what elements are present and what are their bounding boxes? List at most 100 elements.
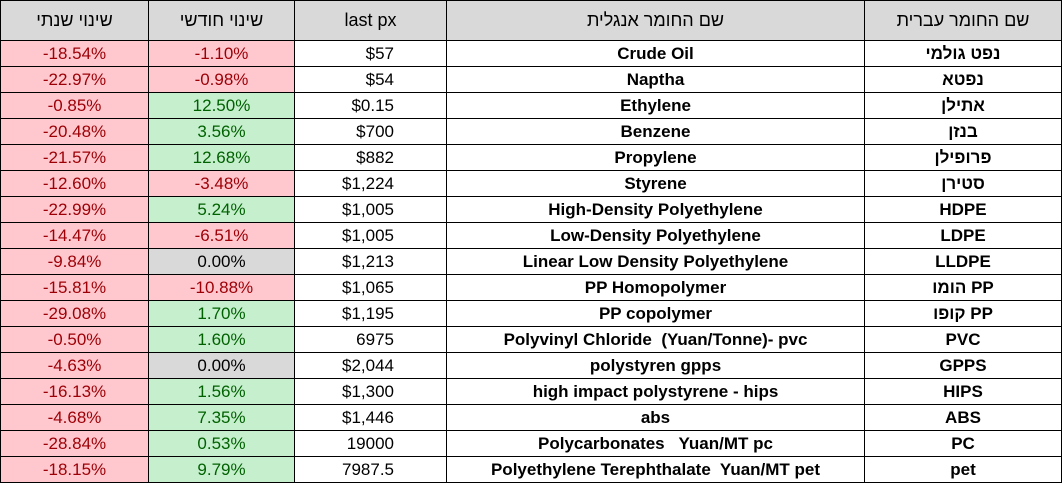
hebrew-name-cell: LDPE [864, 222, 1062, 249]
monthly-change-cell: 1.56% [148, 378, 295, 405]
table-row: -29.08% 1.70% $1,195 PP copolymer קופו PP [0, 300, 1062, 327]
yearly-change-cell: -14.47% [0, 222, 149, 249]
english-name-cell: Naptha [446, 66, 865, 93]
table-row: -4.63% 0.00% $2,044 polystyren gpps GPPS [0, 352, 1062, 379]
english-name-cell: Low-Density Polyethylene [446, 222, 865, 249]
header-last-px: last px [294, 0, 447, 41]
hebrew-name-cell: GPPS [864, 352, 1062, 379]
last-px-cell: 19000 [294, 430, 447, 457]
hebrew-name-cell: סטירן [864, 170, 1062, 197]
last-px-cell: $0.15 [294, 92, 447, 119]
yearly-change-cell: -0.50% [0, 326, 149, 353]
yearly-change-cell: -21.57% [0, 144, 149, 171]
english-name-cell: Crude Oil [446, 40, 865, 67]
table-row: -22.97% -0.98% $54 Naptha נפטא [0, 66, 1062, 93]
last-px-cell: 7987.5 [294, 456, 447, 483]
yearly-change-cell: -22.97% [0, 66, 149, 93]
hebrew-name-cell: הומו PP [864, 274, 1062, 301]
header-hebrew-name: שם החומר עברית [864, 0, 1062, 41]
monthly-change-cell: 5.24% [148, 196, 295, 223]
hebrew-name-cell: pet [864, 456, 1062, 483]
english-name-cell: Linear Low Density Polyethylene [446, 248, 865, 275]
yearly-change-cell: -18.54% [0, 40, 149, 67]
monthly-change-cell: -10.88% [148, 274, 295, 301]
hebrew-name-cell: PVC [864, 326, 1062, 353]
hebrew-name-cell: קופו PP [864, 300, 1062, 327]
yearly-change-cell: -0.85% [0, 92, 149, 119]
hebrew-name-cell: HDPE [864, 196, 1062, 223]
monthly-change-cell: 12.68% [148, 144, 295, 171]
last-px-cell: $1,446 [294, 404, 447, 431]
english-name-cell: PP copolymer [446, 300, 865, 327]
table-row: -0.50% 1.60% 6975 Polyvinyl Chloride (Yuan/… [0, 326, 1062, 353]
yearly-change-cell: -29.08% [0, 300, 149, 327]
table-row: -18.54% -1.10% $57 Crude Oil נפט גולמי [0, 40, 1062, 67]
table-row: -9.84% 0.00% $1,213 Linear Low Density Poly… [0, 248, 1062, 275]
english-name-cell: Styrene [446, 170, 865, 197]
english-name-cell: Polyvinyl Chloride (Yuan/Tonne)- pvc [446, 326, 865, 353]
table-row: -21.57% 12.68% $882 Propylene פרופילן [0, 144, 1062, 171]
last-px-cell: $1,224 [294, 170, 447, 197]
english-name-cell: high impact polystyrene - hips [446, 378, 865, 405]
table-row: -15.81% -10.88% $1,065 PP Homopolymer הומו P… [0, 274, 1062, 301]
yearly-change-cell: -12.60% [0, 170, 149, 197]
monthly-change-cell: 12.50% [148, 92, 295, 119]
table-row: -20.48% 3.56% $700 Benzene בנזן [0, 118, 1062, 145]
hebrew-name-cell: אתילן [864, 92, 1062, 119]
yearly-change-cell: -4.63% [0, 352, 149, 379]
table-row: -0.85% 12.50% $0.15 Ethylene אתילן [0, 92, 1062, 119]
monthly-change-cell: 1.70% [148, 300, 295, 327]
table-row: -12.60% -3.48% $1,224 Styrene סטירן [0, 170, 1062, 197]
table-row: -4.68% 7.35% $1,446 abs ABS [0, 404, 1062, 431]
header-yearly-change: שינוי שנתי [0, 0, 149, 41]
yearly-change-cell: -22.99% [0, 196, 149, 223]
english-name-cell: Polyethylene Terephthalate Yuan/MT pet [446, 456, 865, 483]
english-name-cell: Ethylene [446, 92, 865, 119]
monthly-change-cell: 9.79% [148, 456, 295, 483]
yearly-change-cell: -20.48% [0, 118, 149, 145]
last-px-cell: $54 [294, 66, 447, 93]
yearly-change-cell: -28.84% [0, 430, 149, 457]
english-name-cell: Propylene [446, 144, 865, 171]
yearly-change-cell: -18.15% [0, 456, 149, 483]
yearly-change-cell: -9.84% [0, 248, 149, 275]
yearly-change-cell: -4.68% [0, 404, 149, 431]
monthly-change-cell: -6.51% [148, 222, 295, 249]
monthly-change-cell: 0.53% [148, 430, 295, 457]
hebrew-name-cell: PC [864, 430, 1062, 457]
english-name-cell: PP Homopolymer [446, 274, 865, 301]
monthly-change-cell: 7.35% [148, 404, 295, 431]
english-name-cell: High-Density Polyethylene [446, 196, 865, 223]
table-row: -16.13% 1.56% $1,300 high impact polystyren… [0, 378, 1062, 405]
english-name-cell: abs [446, 404, 865, 431]
last-px-cell: $2,044 [294, 352, 447, 379]
last-px-cell: $1,005 [294, 222, 447, 249]
last-px-cell: $1,005 [294, 196, 447, 223]
last-px-cell: $700 [294, 118, 447, 145]
yearly-change-cell: -16.13% [0, 378, 149, 405]
english-name-cell: Polycarbonates Yuan/MT pc [446, 430, 865, 457]
hebrew-name-cell: HIPS [864, 378, 1062, 405]
header-monthly-change: שינוי חודשי [148, 0, 295, 41]
english-name-cell: polystyren gpps [446, 352, 865, 379]
monthly-change-cell: 3.56% [148, 118, 295, 145]
last-px-cell: $882 [294, 144, 447, 171]
monthly-change-cell: 0.00% [148, 248, 295, 275]
table-row: -14.47% -6.51% $1,005 Low-Density Polyethyl… [0, 222, 1062, 249]
english-name-cell: Benzene [446, 118, 865, 145]
table-body: -18.54% -1.10% $57 Crude Oil נפט גולמי -22.97… [0, 40, 1062, 483]
last-px-cell: $1,195 [294, 300, 447, 327]
hebrew-name-cell: נפטא [864, 66, 1062, 93]
table-row: -22.99% 5.24% $1,005 High-Density Polyethyl… [0, 196, 1062, 223]
header-english-name: שם החומר אנגלית [446, 0, 865, 41]
last-px-cell: $57 [294, 40, 447, 67]
last-px-cell: 6975 [294, 326, 447, 353]
last-px-cell: $1,065 [294, 274, 447, 301]
table-row: -28.84% 0.53% 19000 Polycarbonates Yuan/MT … [0, 430, 1062, 457]
last-px-cell: $1,300 [294, 378, 447, 405]
table-row: -18.15% 9.79% 7987.5 Polyethylene Terephtha… [0, 456, 1062, 483]
last-px-cell: $1,213 [294, 248, 447, 275]
hebrew-name-cell: LLDPE [864, 248, 1062, 275]
hebrew-name-cell: נפט גולמי [864, 40, 1062, 67]
